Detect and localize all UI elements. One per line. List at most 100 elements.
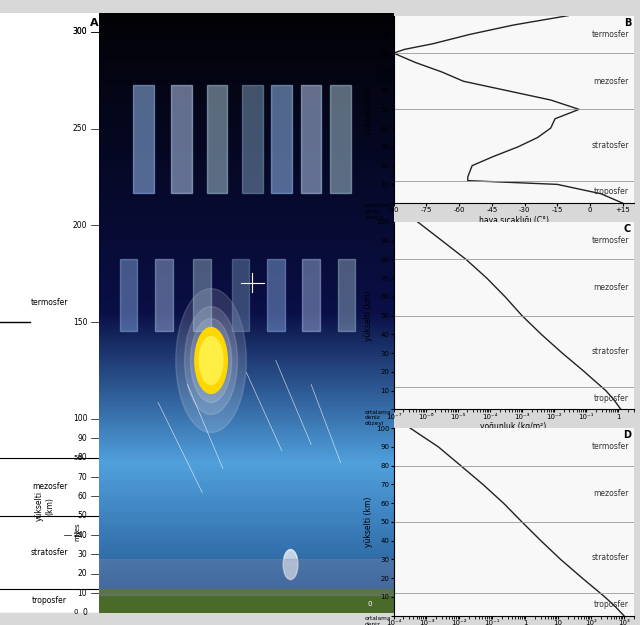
Bar xyxy=(99,351,394,354)
Bar xyxy=(99,208,394,211)
Bar xyxy=(99,559,394,594)
Bar xyxy=(99,121,394,124)
Bar xyxy=(99,136,394,139)
Bar xyxy=(99,31,394,34)
Bar xyxy=(99,399,394,402)
Bar xyxy=(99,501,394,504)
Bar xyxy=(99,79,394,81)
Bar xyxy=(99,448,394,451)
Bar xyxy=(99,259,394,261)
Bar xyxy=(99,568,394,571)
Bar xyxy=(99,141,394,144)
Bar xyxy=(99,49,394,51)
Text: ortalama
deniz
düzeyi: ortalama deniz düzeyi xyxy=(365,616,391,625)
Bar xyxy=(99,171,394,174)
Bar xyxy=(99,489,394,492)
Bar xyxy=(99,282,394,286)
Text: 100: 100 xyxy=(73,414,87,424)
Bar xyxy=(99,21,394,24)
Bar xyxy=(99,474,394,478)
Bar xyxy=(99,574,394,576)
Bar xyxy=(99,226,394,229)
Bar xyxy=(99,601,394,604)
Bar xyxy=(99,424,394,426)
Bar xyxy=(99,579,394,582)
Bar xyxy=(99,261,394,264)
Bar xyxy=(99,96,394,99)
Bar xyxy=(99,139,394,141)
Bar xyxy=(207,84,227,192)
Bar xyxy=(99,61,394,64)
Bar xyxy=(99,319,394,321)
Bar xyxy=(99,598,394,601)
Bar xyxy=(267,259,285,331)
Bar xyxy=(120,259,138,331)
Text: termosfer: termosfer xyxy=(31,298,68,308)
Bar xyxy=(99,321,394,324)
Bar xyxy=(99,189,394,192)
Bar xyxy=(99,12,394,16)
Bar xyxy=(99,486,394,489)
Bar xyxy=(99,504,394,508)
Circle shape xyxy=(284,549,298,579)
Bar xyxy=(99,564,394,568)
Bar xyxy=(99,286,394,289)
Bar xyxy=(99,594,394,598)
Bar xyxy=(99,253,394,256)
Bar xyxy=(302,259,320,331)
Bar xyxy=(155,259,173,331)
Bar xyxy=(99,361,394,364)
Bar xyxy=(99,216,394,219)
Bar xyxy=(99,466,394,469)
Bar xyxy=(99,429,394,432)
Bar xyxy=(99,246,394,249)
Bar xyxy=(99,166,394,169)
Bar xyxy=(99,264,394,268)
Bar xyxy=(99,99,394,102)
Bar xyxy=(99,561,394,564)
Text: miles: miles xyxy=(74,522,81,541)
Bar xyxy=(99,409,394,411)
Bar xyxy=(99,549,394,552)
Text: 60: 60 xyxy=(77,492,87,501)
Bar xyxy=(99,534,394,538)
Bar xyxy=(99,484,394,486)
Bar xyxy=(99,508,394,511)
Bar xyxy=(99,231,394,234)
Bar xyxy=(99,72,394,76)
Bar xyxy=(99,229,394,231)
Bar xyxy=(99,589,394,612)
Bar xyxy=(99,186,394,189)
Text: termosfer: termosfer xyxy=(591,236,628,245)
Bar xyxy=(99,391,394,394)
Bar xyxy=(99,279,394,282)
Bar xyxy=(99,192,394,196)
Text: A: A xyxy=(90,18,99,28)
Bar xyxy=(99,16,394,19)
Bar xyxy=(99,471,394,474)
Bar xyxy=(99,291,394,294)
Bar xyxy=(99,162,394,166)
Text: 0: 0 xyxy=(368,601,372,606)
Bar xyxy=(99,118,394,121)
Bar xyxy=(99,51,394,54)
Bar xyxy=(99,159,394,162)
Bar xyxy=(99,298,394,301)
Bar xyxy=(99,546,394,549)
Y-axis label: yükselti (km): yükselti (km) xyxy=(364,497,373,547)
Bar xyxy=(99,84,394,88)
Bar xyxy=(99,181,394,184)
Text: B: B xyxy=(624,18,631,28)
Circle shape xyxy=(176,289,246,432)
Bar xyxy=(99,411,394,414)
Bar xyxy=(99,381,394,384)
Bar xyxy=(99,249,394,252)
Bar xyxy=(99,414,394,418)
Bar xyxy=(99,388,394,391)
Bar xyxy=(99,436,394,439)
Bar xyxy=(99,129,394,132)
Bar xyxy=(99,114,394,118)
Bar xyxy=(99,124,394,126)
Bar xyxy=(99,481,394,484)
Text: 300: 300 xyxy=(73,28,87,36)
